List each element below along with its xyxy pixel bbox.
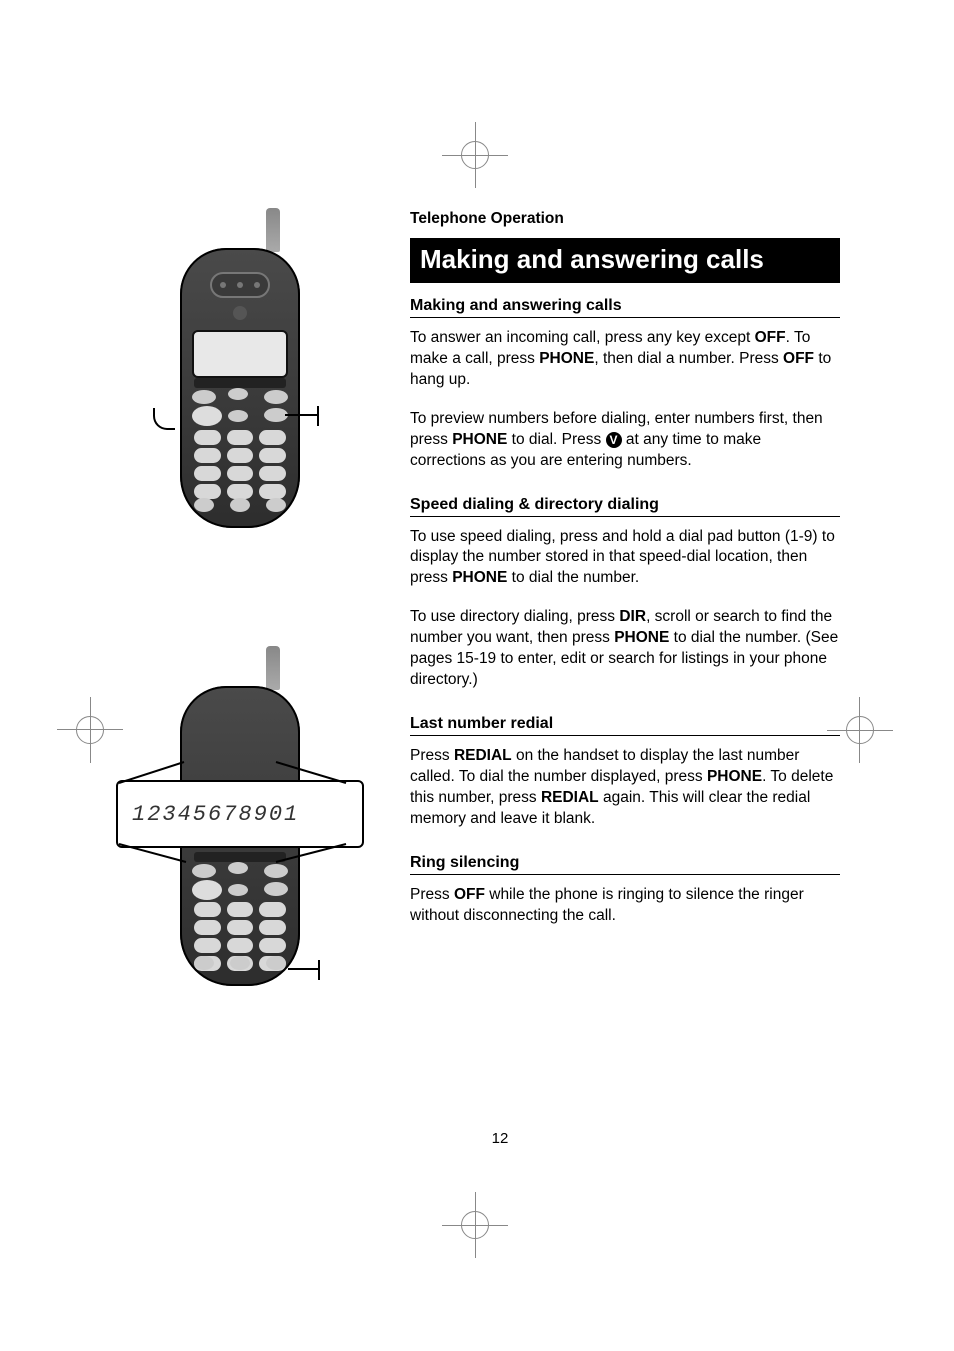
page-title: Making and answering calls (410, 238, 840, 283)
bottom-row (194, 956, 286, 972)
bold-keyword: PHONE (452, 569, 507, 586)
bold-keyword: OFF (755, 329, 786, 346)
page-content: Telephone Operation Making and answering… (150, 210, 850, 945)
page-number: 12 (150, 1130, 850, 1147)
para-ring-1: Press OFF while the phone is ringing to … (410, 885, 840, 927)
bold-keyword: OFF (783, 350, 814, 367)
bold-keyword: OFF (454, 886, 485, 903)
para-redial-1: Press REDIAL on the handset to display t… (410, 746, 840, 830)
heading-ring: Ring silencing (410, 854, 840, 875)
section-label: Telephone Operation (410, 210, 840, 228)
bold-keyword: DIR (619, 608, 646, 625)
bold-keyword: REDIAL (454, 747, 512, 764)
para-speed-1: To use speed dialing, press and hold a d… (410, 527, 840, 590)
crop-mark-top (445, 120, 505, 180)
bold-keyword: PHONE (539, 350, 594, 367)
bold-keyword: REDIAL (541, 789, 599, 806)
heading-speed: Speed dialing & directory dialing (410, 496, 840, 517)
bold-keyword: PHONE (614, 629, 669, 646)
down-arrow-circle-icon: V (606, 432, 622, 448)
heading-redial: Last number redial (410, 715, 840, 736)
para-making-1: To answer an incoming call, press any ke… (410, 328, 840, 391)
para-making-2: To preview numbers before dialing, enter… (410, 409, 840, 472)
callout-redial-key (288, 968, 318, 970)
crop-mark-left (55, 700, 115, 760)
heading-making: Making and answering calls (410, 297, 840, 318)
bold-keyword: PHONE (452, 431, 507, 448)
crop-mark-bottom (445, 1190, 505, 1250)
para-speed-2: To use directory dialing, press DIR, scr… (410, 607, 840, 691)
bold-keyword: PHONE (707, 768, 762, 785)
